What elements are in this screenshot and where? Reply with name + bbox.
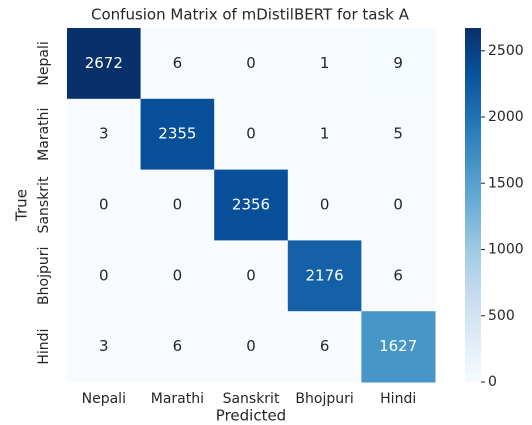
heatmap-cell <box>140 169 215 241</box>
cell-label: 6 <box>320 337 330 355</box>
cell-label: 0 <box>320 196 330 214</box>
cell-label: 6 <box>393 266 403 284</box>
colorbar-tick-label: 0 <box>488 374 497 390</box>
heatmap-cell <box>287 28 362 100</box>
y-tick-label: Marathi <box>36 108 52 161</box>
heatmap-cell <box>361 28 436 100</box>
chart-title: Confusion Matrix of mDistilBERT for task… <box>91 6 410 24</box>
heatmap-cell <box>67 98 142 171</box>
heatmap-cell <box>214 240 289 312</box>
heatmap-cell <box>361 240 436 312</box>
cell-label: 2355 <box>158 125 196 143</box>
x-tick-label: Nepali <box>82 391 126 407</box>
y-tick-label: Sanskrit <box>36 176 52 233</box>
heatmap-cell <box>140 311 215 383</box>
cell-label: 1 <box>320 54 330 72</box>
cell-label: 9 <box>393 54 403 72</box>
cell-label: 0 <box>99 196 109 214</box>
colorbar-tick-label: 2000 <box>488 109 524 125</box>
colorbar-tick-label: 500 <box>488 308 515 324</box>
heatmap-cell <box>287 169 362 241</box>
cell-label: 0 <box>246 125 256 143</box>
heatmap-cell <box>140 240 215 312</box>
cell-label: 0 <box>173 196 183 214</box>
colorbar <box>465 28 481 382</box>
cell-label: 6 <box>173 337 183 355</box>
heatmap-cell <box>287 311 362 383</box>
heatmap-cell <box>214 311 289 383</box>
cell-label: 3 <box>99 125 109 143</box>
cell-label: 0 <box>393 196 403 214</box>
cell-label: 1627 <box>379 337 417 355</box>
cell-label: 3 <box>99 337 109 355</box>
heatmap-cell <box>140 98 215 171</box>
heatmap-cell <box>361 311 436 383</box>
cell-label: 0 <box>246 54 256 72</box>
heatmap-cell <box>67 169 142 241</box>
y-axis-label: True <box>13 189 31 222</box>
heatmap-cell <box>67 28 142 100</box>
x-tick-label: Hindi <box>380 391 416 407</box>
heatmap-cell <box>214 98 289 171</box>
heatmap-cell <box>214 169 289 241</box>
cell-label: 1 <box>320 125 330 143</box>
heatmap-cell <box>287 240 362 312</box>
y-tick-label: Bhojpuri <box>36 247 52 305</box>
cell-label: 2176 <box>306 266 344 284</box>
cell-label: 0 <box>173 266 183 284</box>
heatmap-cell <box>361 169 436 241</box>
x-tick-label: Marathi <box>151 391 204 407</box>
heatmap-cell <box>140 28 215 100</box>
cell-label: 2672 <box>85 54 123 72</box>
cell-label: 6 <box>173 54 183 72</box>
colorbar-tick-label: 1500 <box>488 175 524 191</box>
cell-label: 0 <box>99 266 109 284</box>
colorbar-tick-label: 2500 <box>488 43 524 59</box>
heatmap-cell <box>67 240 142 312</box>
cell-label: 0 <box>246 337 256 355</box>
heatmap-cell <box>287 98 362 171</box>
x-tick-label: Sanskrit <box>223 391 280 407</box>
y-tick-label: Nepali <box>36 41 52 85</box>
x-tick-label: Bhojpuri <box>295 391 353 407</box>
heatmap-cell <box>214 28 289 100</box>
y-tick-label: Hindi <box>36 329 52 365</box>
cell-label: 5 <box>393 125 403 143</box>
heatmap-cell <box>67 311 142 383</box>
heatmap-cell <box>361 98 436 171</box>
cell-label: 0 <box>246 266 256 284</box>
x-axis-label: Predicted <box>216 407 286 425</box>
cell-label: 2356 <box>232 196 270 214</box>
colorbar-tick-label: 1000 <box>488 242 524 258</box>
